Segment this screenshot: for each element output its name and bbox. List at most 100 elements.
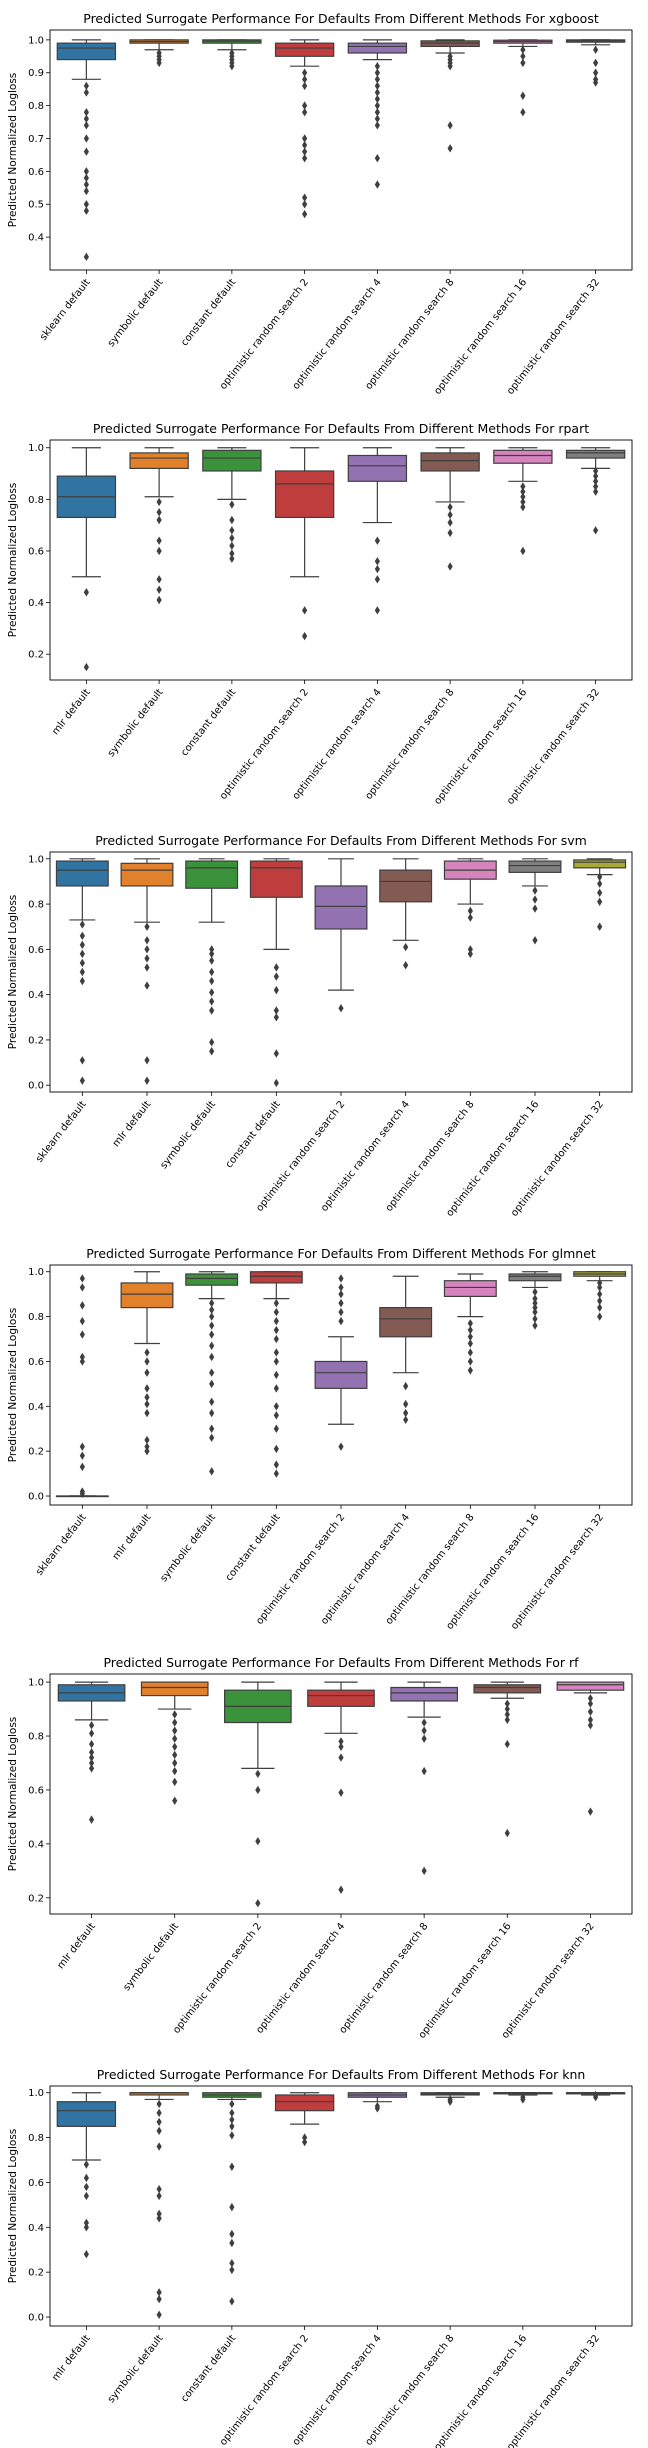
outlier-point: [79, 949, 85, 959]
outlier-point: [229, 533, 235, 543]
outlier-point: [209, 1368, 215, 1377]
outlier-point: [374, 107, 380, 117]
outlier-point: [83, 2191, 89, 2201]
outlier-point: [273, 1402, 279, 1411]
box-1: [129, 2092, 189, 2319]
box-4: [347, 447, 408, 615]
outlier-point: [504, 1739, 510, 1749]
outlier-point: [338, 1307, 344, 1317]
box-rect: [185, 860, 239, 889]
y-tick-label: 1.0: [28, 1678, 44, 1689]
outlier-point: [532, 936, 538, 945]
box-0: [56, 447, 117, 672]
box-rect: [274, 2094, 335, 2112]
outlier-point: [520, 502, 526, 512]
outlier-point: [597, 1303, 603, 1312]
outlier-point: [467, 1348, 473, 1357]
outlier-point: [374, 575, 380, 584]
outlier-point: [156, 575, 162, 584]
outlier-point: [229, 2229, 235, 2239]
chart-panel-4: Predicted Surrogate Performance For Defa…: [7, 1655, 633, 2041]
outlier-point: [255, 1836, 261, 1846]
outlier-point: [374, 94, 380, 104]
outlier-point: [229, 2265, 235, 2275]
box-7: [508, 1271, 562, 1330]
outlier-point: [520, 58, 526, 68]
x-tick-label: symbolic default: [158, 1099, 218, 1171]
box-3: [249, 858, 303, 1088]
outlier-point: [83, 2173, 89, 2183]
y-axis-label: Predicted Normalized Logloss: [7, 2129, 19, 2284]
outlier-point: [467, 906, 473, 916]
outlier-point: [229, 500, 235, 509]
outlier-point: [374, 81, 380, 91]
x-tick-label: optimistic random search 16: [417, 1921, 514, 2041]
outlier-point: [83, 147, 89, 156]
chart-title: Predicted Surrogate Performance For Defa…: [83, 11, 599, 26]
x-tick-label: optimistic random search 8: [363, 277, 456, 392]
outlier-point: [273, 1424, 279, 1433]
outlier-point: [447, 502, 453, 512]
outlier-point: [229, 61, 235, 71]
box-2: [185, 858, 239, 1056]
y-tick-label: 0.2: [28, 650, 44, 661]
outlier-point: [587, 1721, 594, 1730]
box-5: [379, 858, 433, 970]
outlier-point: [209, 956, 215, 965]
outlier-point: [83, 2223, 89, 2232]
outlier-point: [520, 497, 526, 507]
outlier-point: [83, 252, 89, 262]
chart-panel-3: Predicted Surrogate Performance For Defa…: [7, 1246, 633, 1632]
box-3: [274, 447, 335, 641]
outlier-point: [338, 1788, 344, 1797]
outlier-point: [587, 1699, 594, 1708]
outlier-point: [302, 2133, 308, 2142]
outlier-point: [421, 1866, 427, 1876]
outlier-point: [374, 121, 380, 130]
outlier-point: [83, 588, 89, 597]
outlier-point: [273, 1325, 279, 1335]
outlier-point: [338, 1274, 344, 1283]
box-7: [565, 447, 626, 535]
x-tick-label: optimistic random search 8: [363, 687, 456, 802]
outlier-point: [504, 1715, 510, 1725]
x-tick-label: symbolic default: [158, 1512, 218, 1584]
x-tick-label: mlr default: [50, 687, 93, 737]
outlier-point: [374, 536, 380, 545]
outlier-point: [156, 546, 162, 556]
box-rect: [307, 1689, 375, 1707]
outlier-point: [593, 466, 599, 476]
outlier-point: [156, 2191, 162, 2201]
y-axis-label: Predicted Normalized Logloss: [7, 1308, 19, 1463]
outlier-point: [520, 492, 526, 501]
outlier-point: [229, 2258, 235, 2268]
x-tick-label: mlr default: [50, 2333, 93, 2383]
outlier-point: [209, 945, 215, 954]
outlier-point: [83, 107, 89, 117]
outlier-point: [79, 920, 85, 929]
outlier-point: [532, 1307, 538, 1317]
box-0: [57, 1681, 126, 1824]
outlier-point: [520, 2095, 526, 2104]
outlier-point: [209, 949, 215, 959]
chart-title: Predicted Surrogate Performance For Defa…: [103, 1655, 579, 1670]
outlier-point: [338, 1885, 344, 1894]
box-rect: [56, 42, 117, 61]
outlier-point: [88, 1764, 95, 1773]
outlier-point: [144, 1056, 150, 1065]
outlier-point: [172, 1796, 178, 1805]
box-0: [56, 39, 117, 262]
box-6: [443, 1273, 497, 1375]
outlier-point: [83, 2160, 89, 2169]
outlier-point: [273, 1334, 279, 1344]
outlier-point: [273, 972, 279, 981]
outlier-point: [229, 549, 235, 558]
outlier-point: [467, 1319, 473, 1328]
outlier-point: [532, 1303, 538, 1312]
outlier-point: [338, 1289, 344, 1299]
outlier-point: [421, 1718, 427, 1727]
outlier-point: [273, 1411, 279, 1420]
y-tick-label: 0.2: [28, 1447, 44, 1458]
outlier-point: [302, 75, 308, 84]
